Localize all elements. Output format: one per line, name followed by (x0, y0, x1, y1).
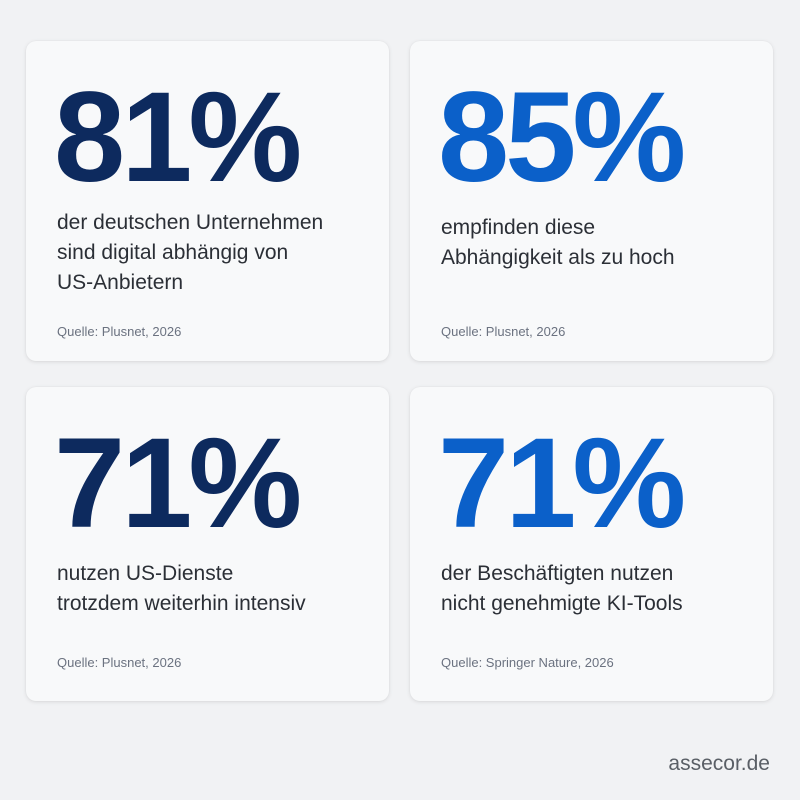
stat-card-us-services-usage: 71% nutzen US-Dienste trotzdem weiterhin… (26, 387, 389, 701)
stat-value: 81% (54, 66, 302, 209)
stat-value: 85% (438, 66, 686, 209)
stat-description: der Beschäftigten nutzen nicht genehmigt… (441, 562, 683, 615)
stat-value: 71% (438, 412, 686, 555)
stat-value: 71% (54, 412, 302, 555)
stat-card-unapproved-ai-tools: 71% der Beschäftigten nutzen nicht geneh… (410, 387, 773, 701)
stat-source: Quelle: Plusnet, 2026 (57, 655, 182, 670)
stat-source: Quelle: Springer Nature, 2026 (441, 655, 614, 670)
footer-brand: assecor.de (668, 752, 770, 775)
stat-card-dependency-too-high: 85% empfinden diese Abhängigkeit als zu … (410, 41, 773, 361)
stat-description: nutzen US-Dienste trotzdem weiterhin int… (57, 562, 306, 615)
stat-card-us-dependency: 81% der deutschen Unternehmen sind digit… (26, 41, 389, 361)
stat-description: der deutschen Unternehmen sind digital a… (57, 211, 324, 294)
stat-description: empfinden diese Abhängigkeit als zu hoch (441, 216, 675, 269)
stat-source: Quelle: Plusnet, 2026 (441, 324, 566, 339)
stat-source: Quelle: Plusnet, 2026 (57, 324, 182, 339)
